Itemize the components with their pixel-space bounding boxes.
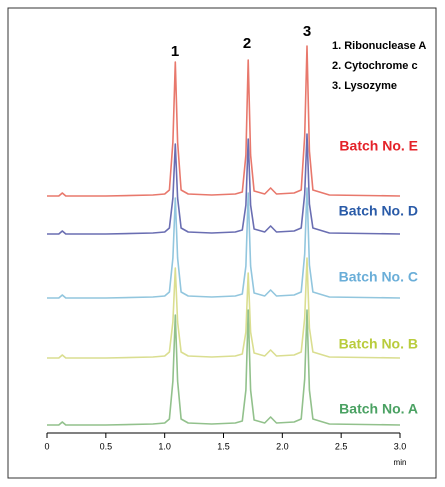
x-tick-label: 0 bbox=[44, 441, 49, 451]
batch-label: Batch No. B bbox=[339, 336, 418, 352]
x-tick-label: 3.0 bbox=[394, 441, 407, 451]
trace bbox=[47, 309, 401, 426]
x-tick-label: 2.5 bbox=[335, 441, 348, 451]
batch-label: Batch No. A bbox=[339, 401, 418, 417]
peak-label: 3 bbox=[303, 23, 311, 40]
trace bbox=[47, 45, 401, 197]
batch-label: Batch No. D bbox=[339, 203, 418, 219]
x-tick-label: 0.5 bbox=[100, 441, 113, 451]
x-tick-label: 1.5 bbox=[217, 441, 230, 451]
frame bbox=[7, 7, 437, 479]
trace bbox=[47, 133, 401, 235]
trace bbox=[47, 187, 401, 299]
batch-label: Batch No. C bbox=[339, 269, 418, 285]
trace bbox=[47, 257, 401, 359]
legend-item: 3. Lysozyme bbox=[332, 80, 397, 92]
legend-item: 1. Ribonuclease A bbox=[332, 40, 426, 52]
x-tick-label: 1.0 bbox=[158, 441, 171, 451]
x-axis-label: min bbox=[394, 458, 407, 467]
legend-item: 2. Cytochrome c bbox=[332, 60, 418, 72]
peak-label: 2 bbox=[243, 35, 251, 52]
batch-label: Batch No. E bbox=[339, 138, 418, 154]
peak-label: 1 bbox=[171, 43, 179, 60]
x-tick-label: 2.0 bbox=[276, 441, 289, 451]
